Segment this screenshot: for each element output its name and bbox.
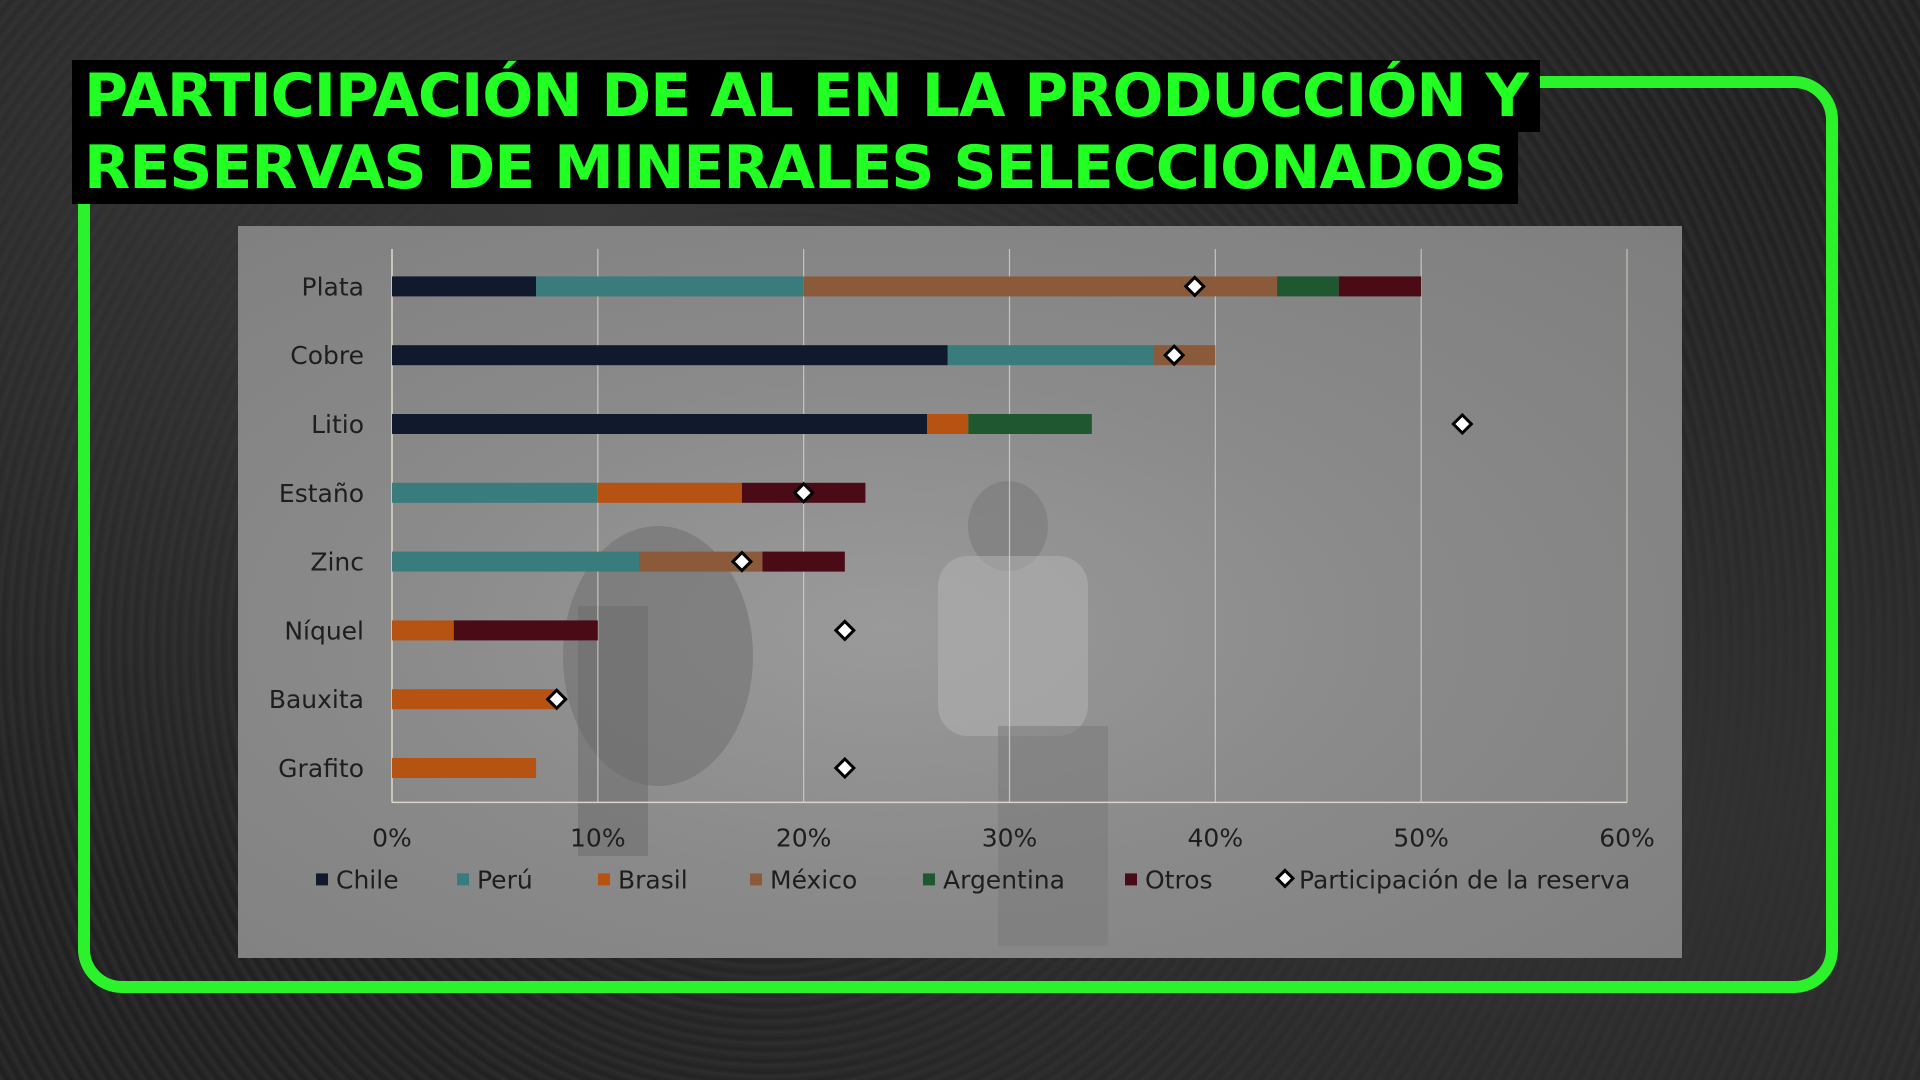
title-line-2: RESERVAS DE MINERALES SELECCIONADOS <box>72 132 1518 204</box>
legend-swatch <box>750 873 762 886</box>
legend-label: Argentina <box>943 865 1065 894</box>
bar-segment <box>392 414 928 434</box>
category-label: Grafito <box>278 754 364 783</box>
category-label: Níquel <box>284 616 364 645</box>
legend-label: Otros <box>1145 865 1213 894</box>
category-label: Bauxita <box>269 685 364 714</box>
legend-label: Brasil <box>618 865 688 894</box>
page-title: PARTICIPACIÓN DE AL EN LA PRODUCCIÓN Y R… <box>72 60 1540 204</box>
reserve-marker <box>545 688 568 711</box>
legend-label: México <box>770 865 857 894</box>
title-line-1: PARTICIPACIÓN DE AL EN LA PRODUCCIÓN Y <box>72 60 1540 132</box>
bar-segment <box>597 482 742 503</box>
x-tick-label: 50% <box>1393 823 1449 852</box>
bar-segment <box>803 276 1278 297</box>
legend-swatch <box>316 873 328 886</box>
legend-swatch <box>598 873 610 886</box>
x-tick-label: 0% <box>372 823 412 852</box>
x-tick-label: 40% <box>1188 823 1244 852</box>
reserve-marker <box>833 619 856 642</box>
legend-diamond-icon <box>1274 868 1296 889</box>
bar-segment <box>927 414 969 434</box>
bar-segment <box>392 689 557 710</box>
bar-segment <box>536 276 804 297</box>
background-photo <box>563 481 1108 946</box>
bar-segment <box>968 414 1092 434</box>
legend-label: Participación de la reserva <box>1299 865 1630 894</box>
bar-segment <box>947 345 1154 366</box>
reserve-marker <box>833 756 856 780</box>
x-tick-label: 30% <box>982 823 1038 852</box>
bar-segment <box>1277 276 1339 297</box>
reserve-marker <box>1451 412 1474 436</box>
chart-panel: 0% 10% 20% 30% 40% 50% 60% Plata Cobre Litio Estañ… <box>238 226 1682 958</box>
category-label: Plata <box>302 272 364 301</box>
bar-segment <box>453 620 598 641</box>
stacked-bar-chart: 0% 10% 20% 30% 40% 50% 60% Plata Cobre Litio Estañ… <box>269 249 1655 894</box>
reserve-marker <box>1183 275 1206 298</box>
category-label: Litio <box>311 410 364 439</box>
category-label: Zinc <box>310 548 364 577</box>
bar-segment <box>762 551 845 572</box>
bar-segment <box>392 620 454 641</box>
reserve-marker <box>1163 344 1186 367</box>
category-label: Cobre <box>290 341 364 370</box>
legend-swatch <box>457 873 469 886</box>
reserve-marker <box>730 550 754 573</box>
legend-swatch <box>1125 873 1137 886</box>
x-tick-label: 60% <box>1599 823 1655 852</box>
x-tick-label: 20% <box>776 823 832 852</box>
bar-segment <box>392 345 948 366</box>
bar-segment <box>639 551 763 572</box>
legend-label: Perú <box>477 865 533 894</box>
bar-segment <box>392 276 537 297</box>
legend-label: Chile <box>336 865 399 894</box>
category-label: Estaño <box>279 479 364 508</box>
x-tick-label: 10% <box>570 823 626 852</box>
bar-segment <box>392 482 598 503</box>
bar-segment <box>392 551 639 572</box>
legend-swatch <box>923 873 935 886</box>
reserve-marker <box>792 481 815 504</box>
bar-segment <box>392 758 537 778</box>
bar-segment <box>1338 276 1422 297</box>
